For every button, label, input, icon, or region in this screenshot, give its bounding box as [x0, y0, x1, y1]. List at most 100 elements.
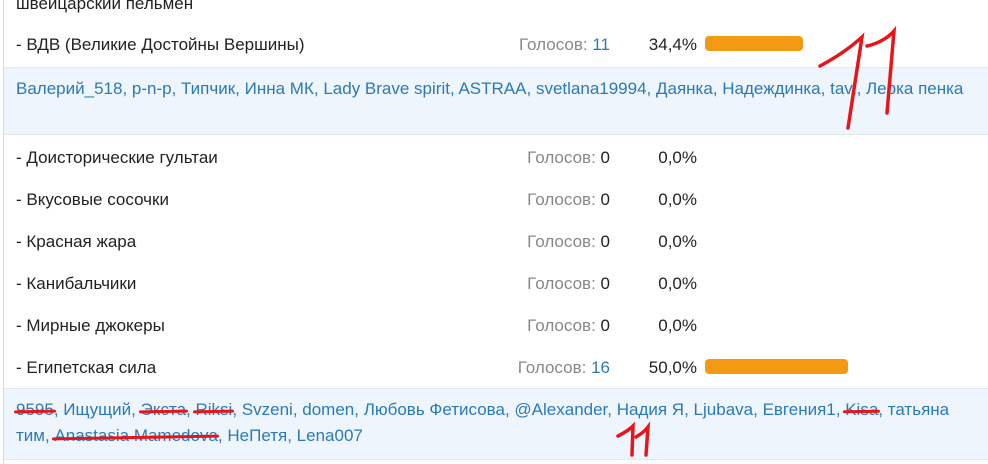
- vote-count: Голосов: 0: [527, 232, 610, 252]
- voter-link[interactable]: domen: [302, 400, 355, 419]
- separator: ,: [186, 400, 196, 419]
- voter-link[interactable]: tavi: [830, 79, 857, 98]
- voter-link[interactable]: Лерка пенка: [866, 79, 964, 98]
- voter-link[interactable]: Lady Brave spirit: [323, 79, 450, 98]
- voter-link[interactable]: @Alexander: [514, 400, 608, 419]
- separator: ,: [287, 426, 297, 445]
- option-label: - ВДВ (Великие Достойны Вершины): [16, 35, 305, 54]
- separator: ,: [449, 79, 459, 98]
- option-label: - Красная жара: [16, 232, 137, 251]
- separator: ,: [835, 400, 846, 419]
- voter-link[interactable]: Любовь Фетисова: [363, 400, 505, 419]
- separator: ,: [232, 400, 242, 419]
- separator: ,: [313, 79, 324, 98]
- separator: ,: [820, 79, 831, 98]
- poll-option-row: - Вкусовые сосочки Голосов: 0 0,0%: [4, 179, 988, 221]
- voter-names: 9595, Ищущий, Экста, Riksi, Svzeni, dome…: [4, 389, 988, 449]
- voter-link[interactable]: Надия Я: [616, 400, 685, 419]
- voter-link[interactable]: НеПетя: [227, 426, 288, 445]
- vote-count: Голосов: 16: [518, 358, 610, 378]
- voter-link[interactable]: Riksi: [195, 400, 233, 419]
- vote-number[interactable]: 16: [591, 358, 610, 377]
- votes-label: Голосов:: [527, 232, 596, 251]
- voter-link[interactable]: Lena007: [296, 426, 363, 445]
- voter-link[interactable]: Евгения1: [762, 400, 836, 419]
- vote-percent: 0,0%: [658, 190, 697, 209]
- voter-link[interactable]: Типчик: [181, 79, 236, 98]
- vote-percent: 0,0%: [658, 316, 697, 335]
- separator: ,: [856, 79, 867, 98]
- vote-count: Голосов: 0: [527, 190, 610, 210]
- poll-option-row: - Доисторические гультаи Голосов: 0 0,0%: [4, 137, 988, 179]
- voter-link[interactable]: Экста: [140, 400, 187, 419]
- vote-percent: 0,0%: [658, 148, 697, 167]
- vote-percent: 0,0%: [658, 232, 697, 251]
- vote-count: Голосов: 0: [527, 148, 610, 168]
- vote-count: Голосов: 11: [519, 35, 610, 55]
- voter-link[interactable]: ASTRAA: [458, 79, 527, 98]
- separator: ,: [607, 400, 617, 419]
- separator: ,: [753, 400, 763, 419]
- separator: ,: [526, 79, 536, 98]
- votes-label: Голосов:: [527, 190, 596, 209]
- votes-label: Голосов:: [518, 35, 588, 54]
- votes-label: Голосов:: [527, 274, 596, 293]
- separator: ,: [122, 79, 132, 98]
- vote-number: 0: [600, 190, 610, 209]
- separator: ,: [292, 400, 303, 419]
- voters-list: 9595, Ищущий, Экста, Riksi, Svzeni, dome…: [4, 388, 988, 460]
- separator: ,: [504, 400, 515, 419]
- vote-number: 0: [600, 274, 610, 293]
- vote-percent: 34,4%: [648, 35, 697, 54]
- voter-link[interactable]: Даянка: [656, 79, 713, 98]
- option-label: - Вкусовые сосочки: [16, 190, 169, 209]
- separator: ,: [131, 400, 141, 419]
- votes-label: Голосов:: [527, 316, 596, 335]
- separator: ,: [684, 400, 694, 419]
- poll-results-panel: [3, 0, 988, 464]
- poll-option-row: - Красная жара Голосов: 0 0,0%: [4, 221, 988, 263]
- poll-option-row: - Мирные джокеры Голосов: 0 0,0%: [4, 305, 988, 347]
- vote-progress-bar: [705, 359, 848, 374]
- voters-list: Валерий_518, p-n-p, Типчик, Инна МК, Lad…: [4, 67, 988, 135]
- voter-link[interactable]: Инна МК: [244, 79, 314, 98]
- option-label: - Египетская сила: [16, 358, 157, 377]
- voter-link[interactable]: татьяна тим: [16, 400, 950, 445]
- voter-link[interactable]: 9595: [16, 400, 54, 419]
- vote-percent: 0,0%: [658, 274, 697, 293]
- separator: ,: [712, 79, 723, 98]
- vote-number: 0: [600, 232, 610, 251]
- separator: ,: [235, 79, 245, 98]
- voter-link[interactable]: Надеждинка: [722, 79, 821, 98]
- option-label: - Мирные джокеры: [16, 316, 165, 335]
- separator: ,: [53, 400, 64, 419]
- separator: ,: [171, 79, 182, 98]
- separator: ,: [878, 400, 888, 419]
- option-label: - Доисторические гультаи: [16, 148, 218, 167]
- separator: ,: [44, 426, 55, 445]
- voter-link[interactable]: p-n-p: [131, 79, 172, 98]
- voter-link[interactable]: Валерий_518: [16, 79, 123, 98]
- separator: ,: [217, 426, 228, 445]
- voter-link[interactable]: Kisa: [845, 400, 879, 419]
- voter-names: Валерий_518, p-n-p, Типчик, Инна МК, Lad…: [4, 68, 988, 102]
- vote-percent: 50,0%: [648, 358, 697, 377]
- poll-option-row: - Египетская сила Голосов: 16 50,0%: [4, 347, 988, 389]
- votes-label: Голосов:: [517, 358, 587, 377]
- vote-count: Голосов: 0: [527, 274, 610, 294]
- vote-number: 0: [600, 148, 610, 167]
- voter-link[interactable]: Anastasia Mamedova: [54, 426, 218, 445]
- poll-option-row: - ВДВ (Великие Достойны Вершины) Голосов:…: [4, 24, 988, 66]
- separator: ,: [646, 79, 656, 98]
- votes-label: Голосов:: [527, 148, 596, 167]
- separator: ,: [354, 400, 364, 419]
- poll-title: швейцарский пельмен: [16, 0, 194, 13]
- option-label: - Канибальчики: [16, 274, 137, 293]
- poll-option-row: - Канибальчики Голосов: 0 0,0%: [4, 263, 988, 305]
- vote-count: Голосов: 0: [527, 316, 610, 336]
- voter-link[interactable]: svetlana19994: [535, 79, 647, 98]
- vote-number[interactable]: 11: [592, 35, 610, 54]
- voter-link[interactable]: Svzeni: [241, 400, 293, 419]
- voter-link[interactable]: Ljubava: [693, 400, 754, 419]
- voter-link[interactable]: Ищущий: [63, 400, 132, 419]
